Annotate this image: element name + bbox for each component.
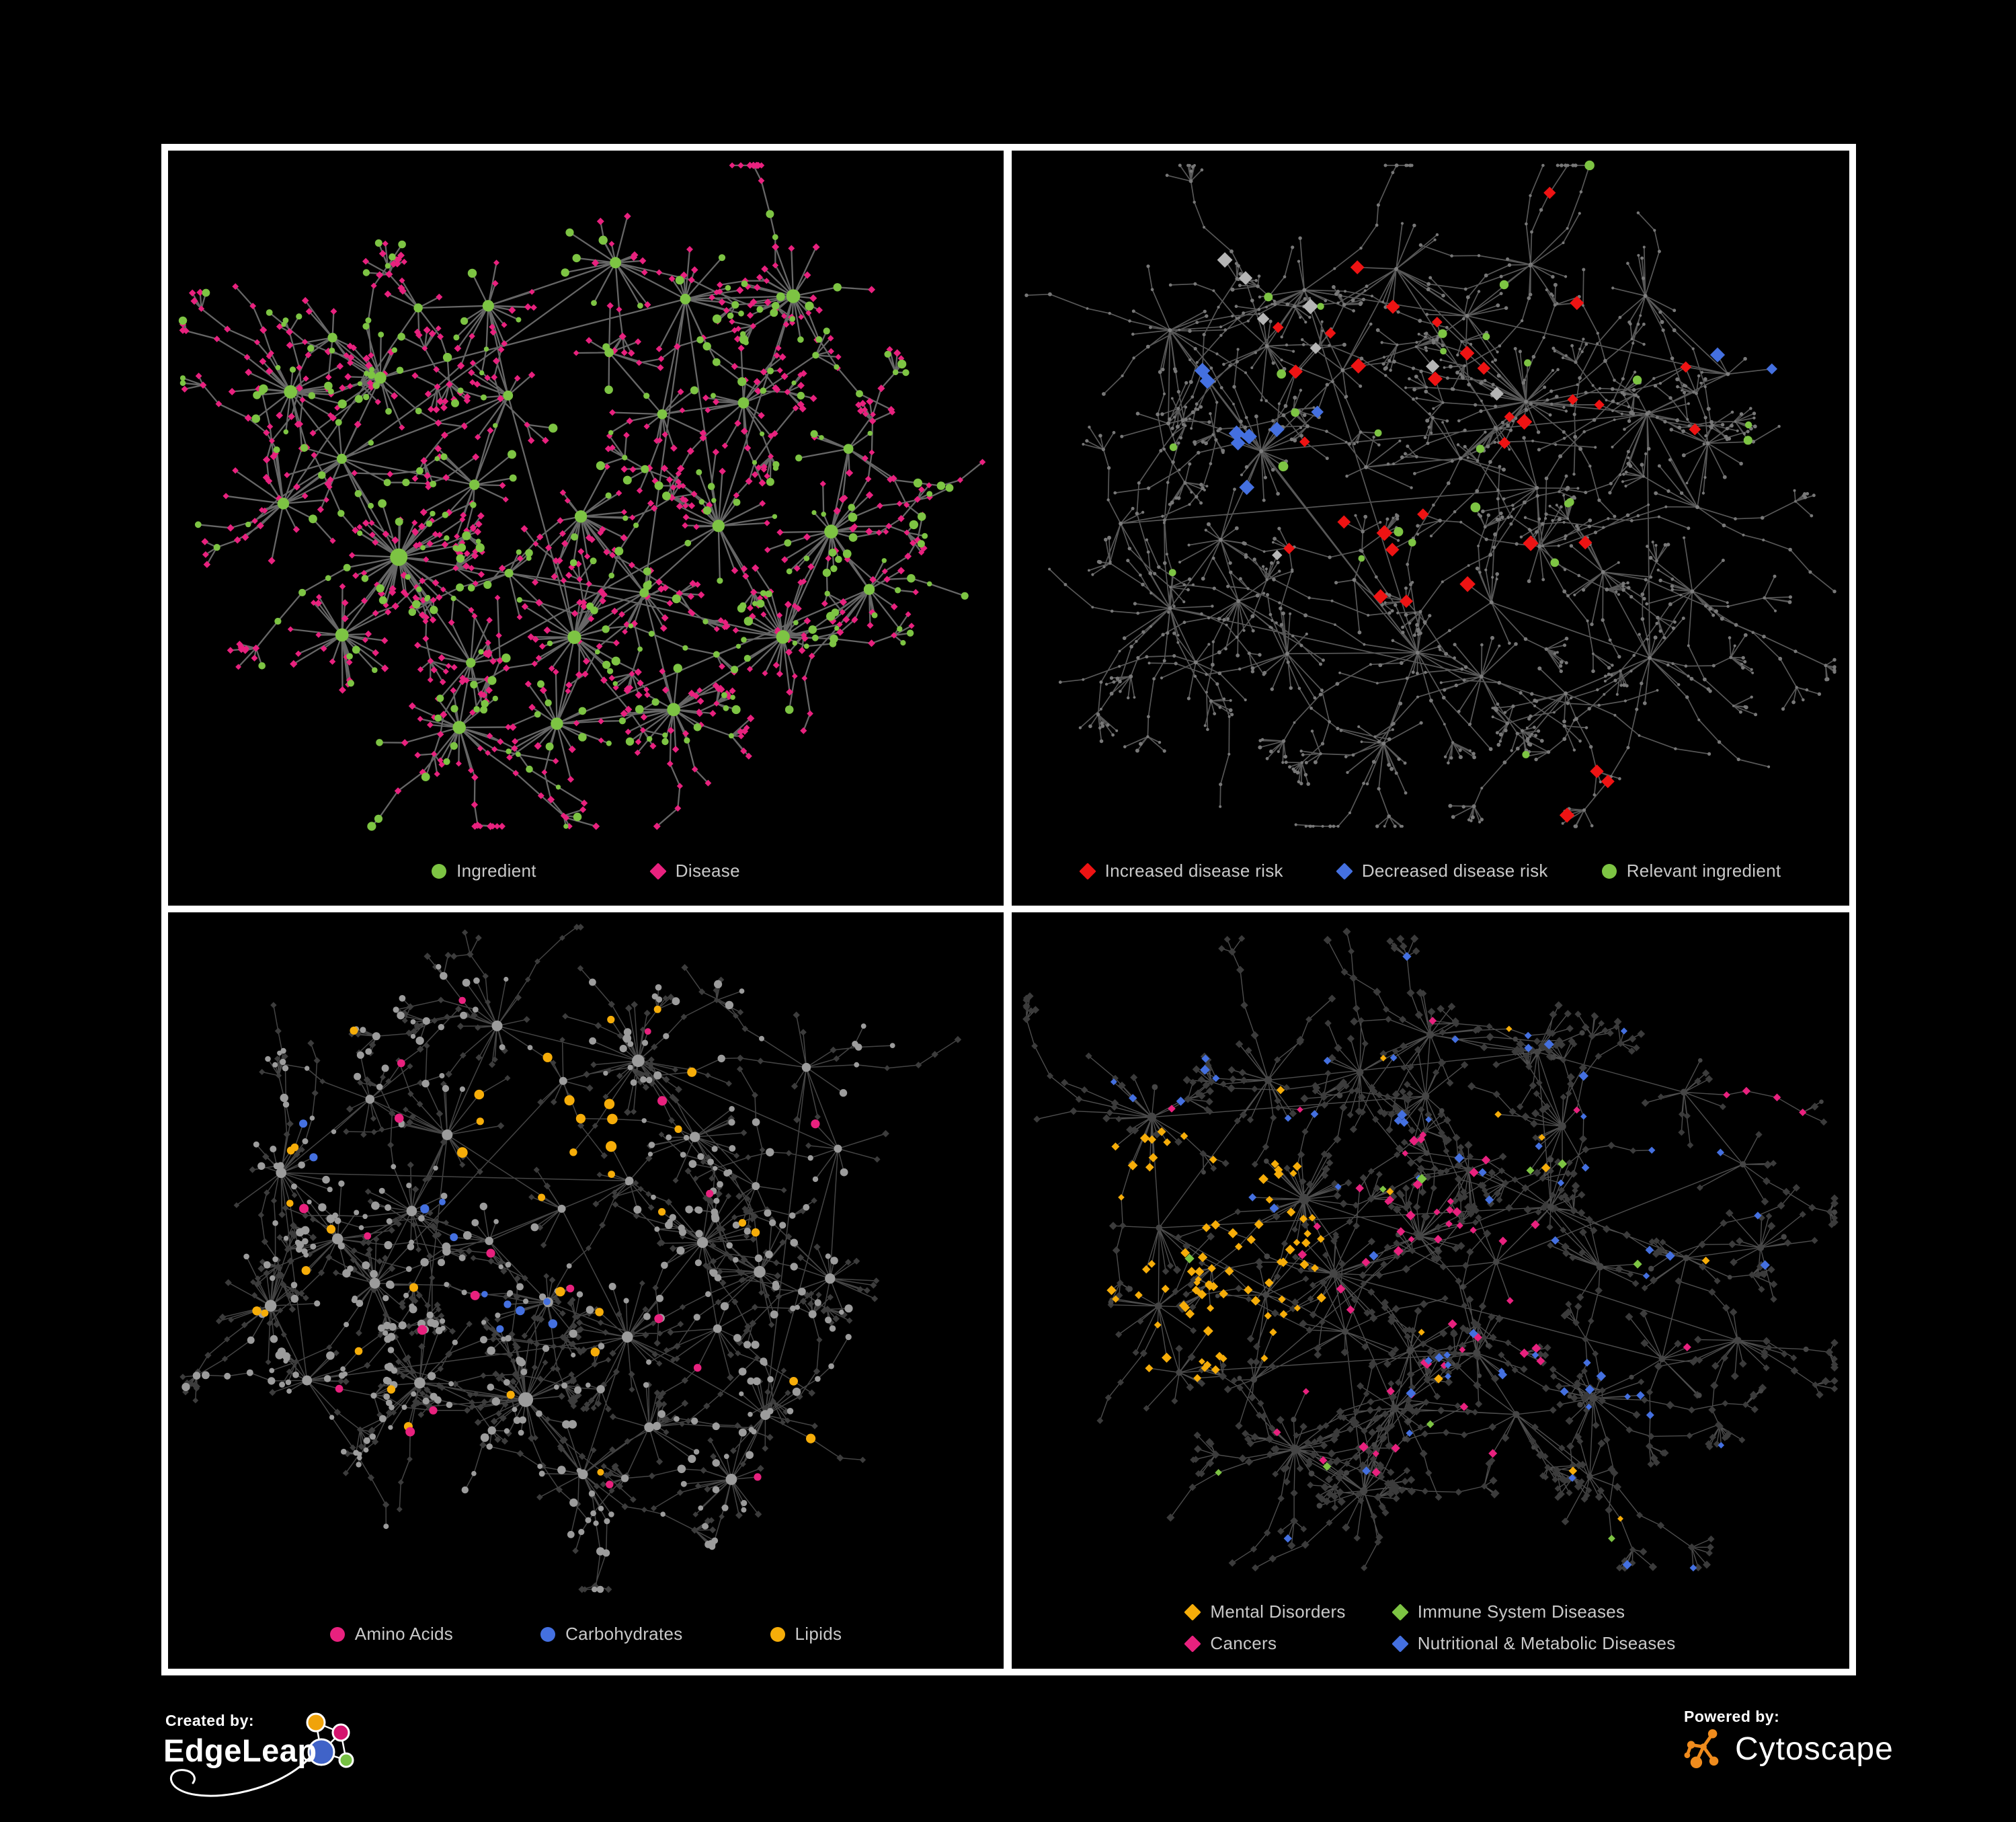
network-graph [1022, 927, 1839, 1572]
legend-label: Disease [675, 861, 740, 881]
legend-label: Lipids [795, 1624, 842, 1644]
network-graph [178, 161, 986, 831]
legend-item-decreased-disease-risk: Decreased disease risk [1336, 861, 1548, 881]
legend-item-disease: Disease [649, 861, 740, 881]
legend-label: Mental Disorders [1210, 1601, 1346, 1622]
decreased-disease-risk-diamond-marker-icon [1336, 862, 1353, 880]
legend-label: Increased disease risk [1104, 861, 1283, 881]
legend: Mental Disorders Cancers Immune System Dis… [1012, 1601, 1849, 1654]
legend-label: Amino Acids [354, 1624, 454, 1644]
lipids-circle-marker-icon [770, 1626, 785, 1642]
ingredient-circle-marker-icon [432, 863, 447, 879]
network-graph [179, 923, 962, 1593]
legend: Increased disease risk Decreased disease … [1012, 861, 1849, 881]
legend-label: Cancers [1210, 1633, 1277, 1653]
network-graph [1024, 160, 1837, 828]
legend: Amino Acids Carbohydrates Lipids [168, 1624, 1004, 1645]
legend-item-amino-acids: Amino Acids [329, 1624, 454, 1645]
amino-acids-circle-marker-icon [329, 1626, 345, 1642]
legend-item-carbohydrates: Carbohydrates [540, 1624, 682, 1645]
legend-item-mental-disorders: Mental Disorders [1184, 1601, 1346, 1622]
cytoscape-logo-text: Cytoscape [1735, 1731, 1894, 1767]
legend-item-ingredient: Ingredient [432, 861, 536, 881]
panel-disease-categories: Mental Disorders Cancers Immune System Dis… [1012, 912, 1849, 1669]
legend-label: Decreased disease risk [1361, 861, 1548, 881]
carbohydrates-circle-marker-icon [540, 1626, 556, 1642]
four-panel-network-board: Ingredient Disease Increased disease risk… [161, 144, 1856, 1675]
increased-disease-risk-diamond-marker-icon [1078, 862, 1096, 880]
legend-item-cancers: Cancers [1184, 1633, 1345, 1654]
edgeleap-logo-text: EdgeLeap [163, 1733, 317, 1768]
edgeleap-credit: Created by: EdgeLeap [163, 1708, 412, 1822]
immune-system-diseases-diamond-marker-icon [1391, 1603, 1409, 1621]
legend-item-nutritional-metabolic-diseases: Nutritional & Metabolic Diseases [1391, 1633, 1676, 1654]
legend-item-lipids: Lipids [770, 1624, 842, 1645]
legend: Ingredient Disease [168, 861, 1004, 881]
panel-ingredient-categories: Amino Acids Carbohydrates Lipids [168, 912, 1004, 1669]
nutritional-metabolic-diseases-diamond-marker-icon [1391, 1634, 1409, 1653]
legend-label: Nutritional & Metabolic Diseases [1417, 1633, 1676, 1653]
relevant-ingredient-circle-marker-icon [1601, 863, 1617, 879]
legend-item-relevant-ingredient: Relevant ingredient [1601, 861, 1781, 881]
legend-label: Ingredient [456, 861, 536, 881]
legend-label: Immune System Diseases [1417, 1601, 1625, 1622]
panel-ingredient-disease: Ingredient Disease [168, 151, 1004, 906]
disease-diamond-marker-icon [649, 862, 667, 880]
edgeleap-logo-icon [170, 1712, 354, 1797]
panel-disease-risk: Increased disease risk Decreased disease … [1012, 151, 1849, 906]
cytoscape-logo-icon [1684, 1729, 1719, 1769]
cytoscape-credit: Powered by: Cytoscape [1684, 1708, 1893, 1788]
legend-label: Relevant ingredient [1626, 861, 1781, 881]
powered-by-label: Powered by: [1684, 1708, 1780, 1725]
legend-item-increased-disease-risk: Increased disease risk [1078, 861, 1283, 881]
created-by-label: Created by: [165, 1712, 255, 1729]
legend-item-immune-system-diseases: Immune System Diseases [1391, 1601, 1676, 1622]
legend-label: Carbohydrates [565, 1624, 683, 1644]
cancers-diamond-marker-icon [1184, 1634, 1202, 1653]
mental-disorders-diamond-marker-icon [1184, 1603, 1202, 1621]
